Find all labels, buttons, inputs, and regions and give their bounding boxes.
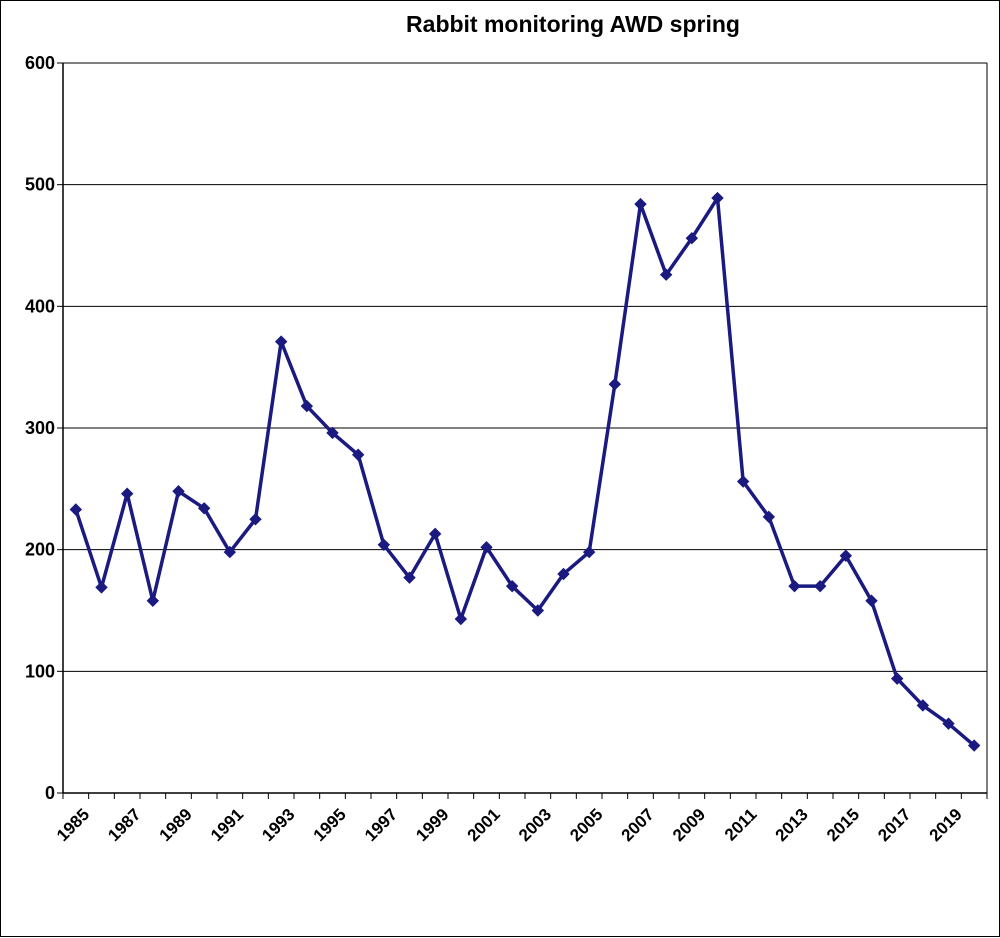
x-tick-label: 1987	[104, 805, 144, 845]
data-point-marker	[685, 231, 699, 245]
data-point-marker	[480, 541, 493, 554]
data-point-marker	[942, 717, 955, 730]
y-tick-label: 300	[25, 418, 55, 438]
data-point-marker	[865, 594, 878, 607]
y-tick-label: 100	[25, 661, 55, 681]
data-point-marker	[95, 581, 108, 594]
x-tick-label: 1985	[53, 805, 93, 845]
data-point-marker	[274, 335, 288, 348]
x-tick-labels: 1985 1987 1989 1991 1993 1995 1997 1999 2001 2003…	[53, 805, 966, 845]
data-point-marker	[916, 699, 930, 712]
data-point-marker	[249, 513, 262, 526]
data-point-marker	[223, 545, 237, 559]
y-tick-label: 600	[25, 53, 55, 73]
x-tick-label: 2019	[926, 805, 966, 845]
x-tick-label: 1997	[361, 805, 401, 845]
axes	[57, 62, 988, 799]
data-point-marker	[890, 672, 904, 685]
data-point-marker	[967, 739, 981, 752]
data-point-marker	[146, 594, 160, 607]
data-point-marker	[788, 579, 801, 593]
chart-title: Rabbit monitoring AWD spring	[406, 11, 740, 37]
data-point-marker	[428, 527, 442, 541]
x-tick-label: 1991	[207, 805, 247, 845]
x-tick-label: 2017	[874, 805, 914, 845]
x-tick-label: 2003	[515, 805, 555, 845]
x-tick-label: 1989	[156, 805, 196, 845]
data-point-marker	[69, 503, 83, 516]
data-point-marker	[839, 549, 853, 562]
data-point-marker	[172, 485, 185, 498]
data-point-marker	[120, 487, 134, 500]
y-tick-label: 400	[25, 296, 55, 316]
data-point-marker	[403, 571, 416, 584]
data-point-marker	[505, 579, 519, 593]
data-point-marker	[608, 377, 622, 391]
data-point-marker	[557, 567, 570, 581]
x-tick-label: 2009	[669, 805, 709, 845]
y-tick-label: 500	[25, 175, 55, 195]
x-tick-label: 2005	[566, 805, 606, 845]
data-point-marker	[813, 579, 827, 593]
data-point-marker	[326, 426, 339, 440]
data-point-marker	[634, 197, 647, 211]
data-point-marker	[351, 448, 365, 461]
y-tick-labels: 0 100 200 300 400 500 600	[25, 53, 55, 803]
data-point-marker	[197, 502, 211, 515]
data-point-marker	[582, 545, 596, 559]
x-tick-label: 2001	[464, 805, 504, 845]
data-point-marker	[711, 191, 724, 205]
y-tick-label: 0	[45, 783, 55, 803]
data-point-marker	[659, 268, 673, 281]
data-point-marker	[531, 604, 545, 617]
x-tick-label: 2015	[823, 805, 863, 845]
x-tick-label: 2011	[721, 805, 761, 845]
data-point-marker	[300, 399, 314, 413]
x-tick-label: 1993	[258, 805, 298, 845]
data-point-marker	[762, 510, 776, 524]
x-tick-label: 2013	[772, 805, 812, 845]
gridlines	[63, 62, 987, 672]
x-tick-label: 1999	[412, 805, 452, 845]
data-point-marker	[454, 612, 468, 626]
x-tick-label: 1995	[310, 805, 350, 845]
data-points	[69, 191, 981, 752]
y-tick-label: 200	[25, 540, 55, 560]
data-point-marker	[377, 538, 391, 552]
x-tick-label: 2007	[618, 805, 658, 845]
series-line	[74, 196, 976, 748]
data-point-marker	[736, 475, 750, 488]
series-polyline	[74, 196, 976, 748]
